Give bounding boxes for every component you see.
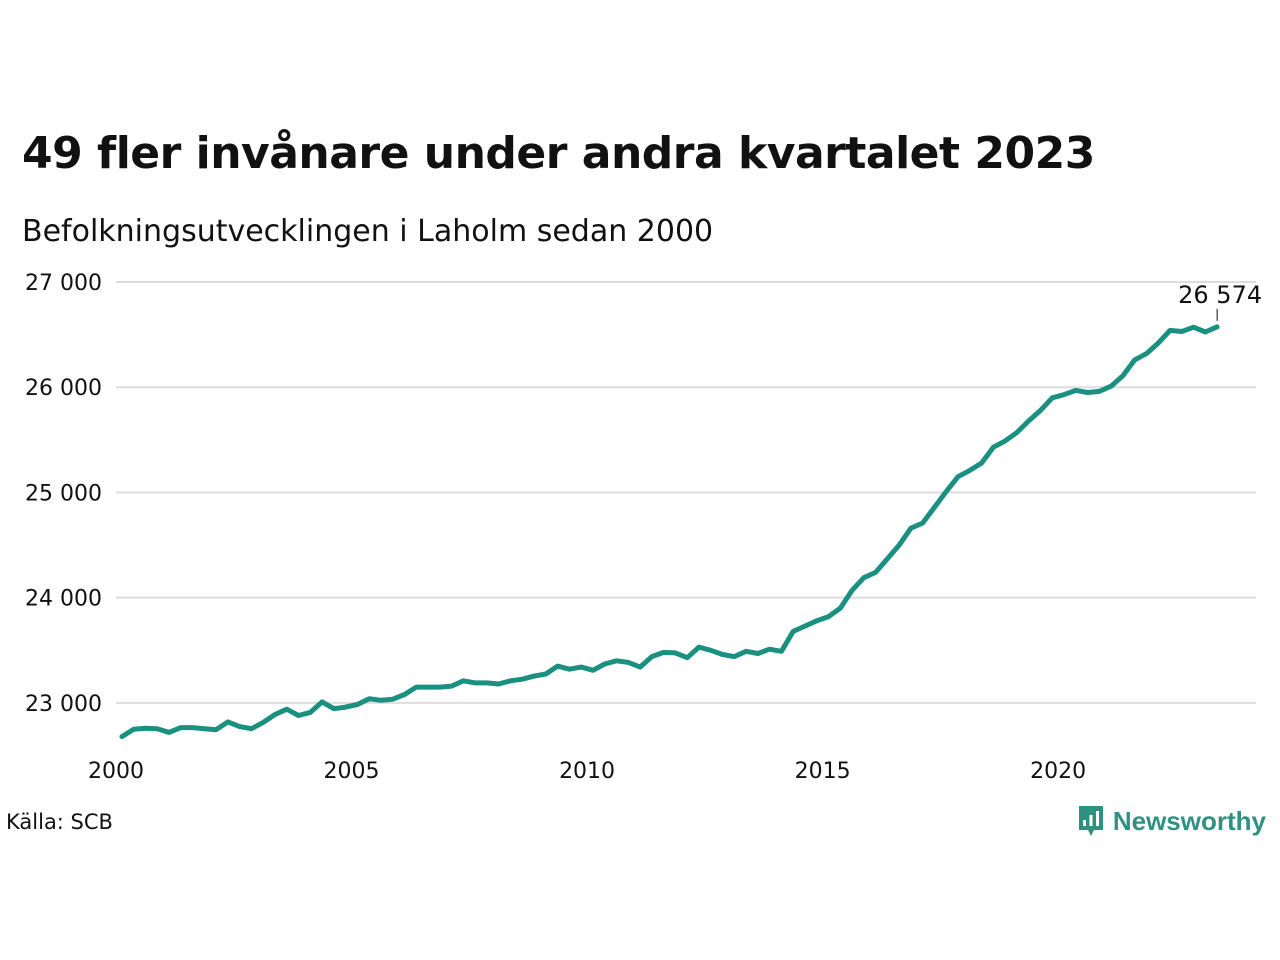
x-tick-label: 2000 [88,759,144,784]
x-axis-ticks: 2000 2005 2010 2015 2020 [88,759,1086,784]
newsworthy-logo-icon [1078,806,1103,836]
y-axis-ticks: 23 000 24 000 25 000 26 000 27 000 [25,271,102,717]
y-tick-label: 26 000 [25,376,102,401]
last-value-label: 26 574 [1178,281,1262,309]
chart-subtitle: Befolkningsutvecklingen i Laholm sedan 2… [22,214,714,249]
series-line [119,324,1220,740]
brand-logo: Newsworthy [1077,804,1266,838]
series-layer [119,324,1220,740]
annotation-layer: 26 574 [1178,281,1262,321]
source-note: Källa: SCB [6,810,113,834]
brand-name: Newsworthy [1112,805,1266,836]
y-tick-label: 23 000 [25,692,102,717]
x-tick-label: 2005 [324,759,380,784]
grid-lines [116,281,1256,704]
x-tick-label: 2010 [559,759,615,784]
y-tick-label: 25 000 [25,481,102,506]
y-tick-label: 24 000 [25,587,102,612]
chart-title: 49 fler invånare under andra kvartalet 2… [22,128,1095,179]
y-tick-label: 27 000 [25,271,102,296]
x-tick-label: 2020 [1030,759,1086,784]
x-tick-label: 2015 [795,759,851,784]
